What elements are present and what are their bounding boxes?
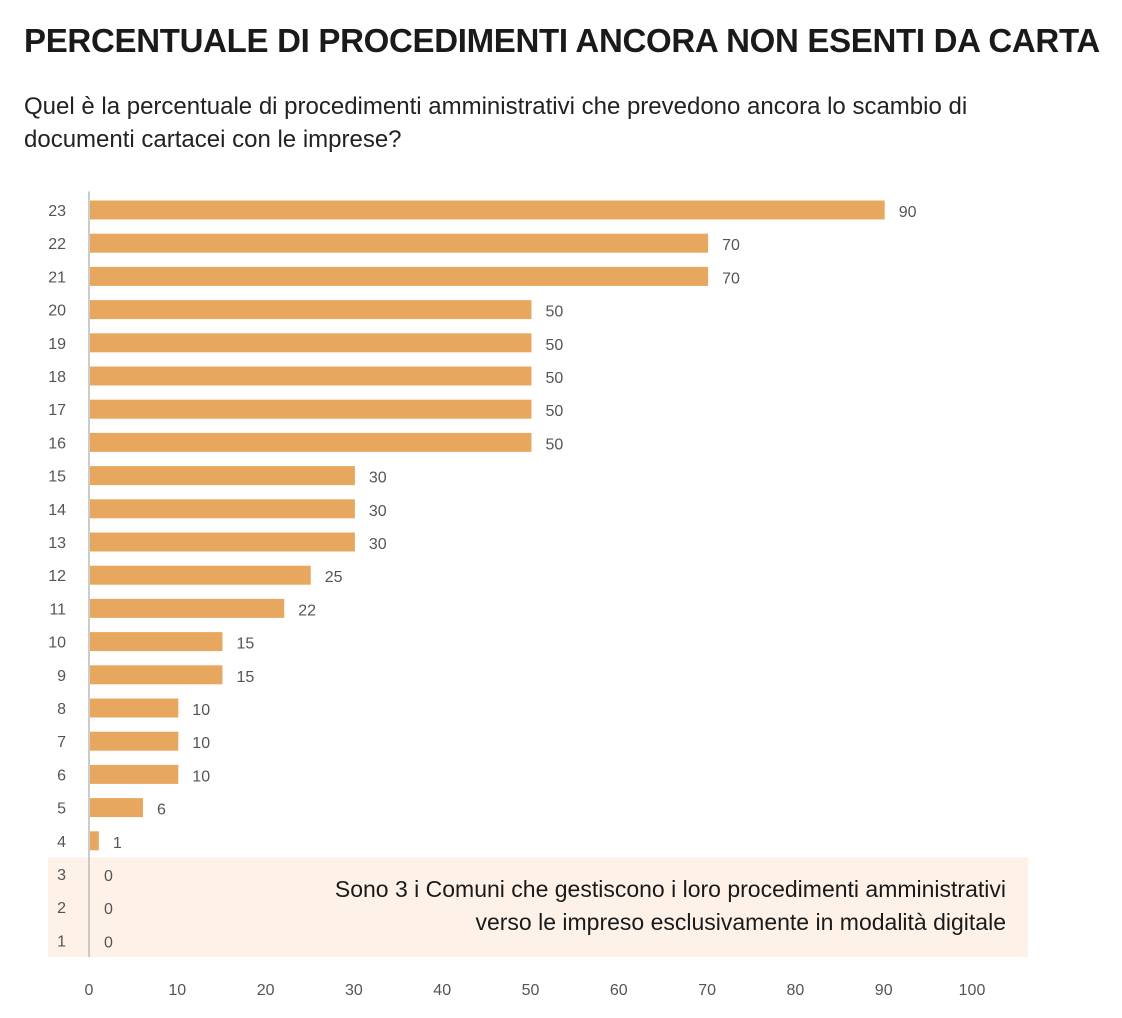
bar <box>90 632 223 652</box>
x-tick-label: 40 <box>433 982 451 999</box>
data-label: 70 <box>722 270 740 287</box>
data-label: 90 <box>899 204 917 221</box>
bar <box>90 698 179 718</box>
bar <box>90 798 143 818</box>
category-label: 14 <box>48 502 66 519</box>
category-label: 13 <box>48 535 66 552</box>
chart-subtitle: Quel è la percentuale di procedimenti am… <box>24 93 968 153</box>
x-tick-label: 100 <box>959 982 986 999</box>
category-label: 2 <box>57 900 66 917</box>
data-label: 50 <box>546 370 564 387</box>
x-tick-label: 50 <box>522 982 540 999</box>
data-label: 6 <box>157 802 166 819</box>
bar <box>90 731 179 751</box>
x-tick-label: 10 <box>168 982 186 999</box>
bar <box>90 366 532 386</box>
bar <box>90 532 355 552</box>
bar <box>90 665 223 685</box>
x-tick-label: 60 <box>610 982 628 999</box>
bar <box>90 432 532 452</box>
data-label: 10 <box>192 768 210 785</box>
data-label: 30 <box>369 503 387 520</box>
bar <box>90 399 532 419</box>
data-label: 1 <box>113 835 122 852</box>
bar <box>90 499 355 519</box>
bar <box>90 300 532 320</box>
bar <box>90 565 311 585</box>
category-label: 23 <box>48 203 66 220</box>
category-label: 11 <box>49 601 66 618</box>
category-label: 15 <box>48 469 66 486</box>
chart-title: PERCENTUALE DI PROCEDIMENTI ANCORA NON E… <box>24 22 1100 59</box>
bar <box>90 233 709 253</box>
data-label: 0 <box>104 934 113 951</box>
data-label: 30 <box>369 470 387 487</box>
category-label: 21 <box>48 269 66 286</box>
data-label: 15 <box>236 669 254 686</box>
category-label: 16 <box>48 435 66 452</box>
category-label: 9 <box>57 668 66 685</box>
category-label: 8 <box>57 701 66 718</box>
x-tick-label: 20 <box>257 982 275 999</box>
data-label: 50 <box>546 337 564 354</box>
category-label: 1 <box>57 933 66 950</box>
data-label: 50 <box>546 403 564 420</box>
category-label: 10 <box>48 635 66 652</box>
data-label: 50 <box>546 436 564 453</box>
bar <box>90 200 885 220</box>
x-tick-label: 70 <box>698 982 716 999</box>
highlight-note-line-1: Sono 3 i Comuni che gestiscono i loro pr… <box>334 876 1006 902</box>
data-label: 0 <box>104 901 113 918</box>
category-label: 20 <box>48 303 66 320</box>
category-label: 4 <box>57 834 66 851</box>
bar <box>90 831 99 851</box>
category-label: 3 <box>57 867 66 884</box>
data-label: 30 <box>369 536 387 553</box>
bar <box>90 333 532 353</box>
data-label: 22 <box>298 602 316 619</box>
data-label: 0 <box>104 868 113 885</box>
category-label: 12 <box>48 568 66 585</box>
highlight-band <box>48 857 1028 957</box>
data-label: 10 <box>192 702 210 719</box>
category-label: 7 <box>57 734 66 751</box>
category-label: 17 <box>48 402 66 419</box>
bar <box>90 266 709 286</box>
data-label: 10 <box>192 735 210 752</box>
category-label: 22 <box>48 236 66 253</box>
data-label: 70 <box>722 237 740 254</box>
highlight-note: Sono 3 i Comuni che gestiscono i loro pr… <box>180 873 1006 939</box>
x-tick-label: 30 <box>345 982 363 999</box>
data-label: 25 <box>325 569 343 586</box>
category-label: 19 <box>48 336 66 353</box>
data-label: 50 <box>546 304 564 321</box>
category-label: 5 <box>57 801 66 818</box>
bar <box>90 764 179 784</box>
bar <box>90 598 285 618</box>
x-tick-label: 0 <box>85 982 94 999</box>
category-label: 6 <box>57 767 66 784</box>
bar <box>90 466 355 486</box>
x-tick-label: 80 <box>787 982 805 999</box>
x-tick-label: 90 <box>875 982 893 999</box>
category-label: 18 <box>48 369 66 386</box>
data-label: 15 <box>236 636 254 653</box>
highlight-note-line-2: verso le impreso esclusivamente in modal… <box>475 909 1006 935</box>
